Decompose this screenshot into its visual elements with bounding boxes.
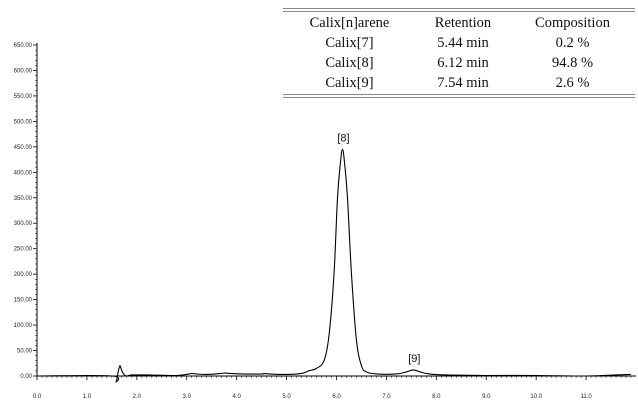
cell-composition: 0.2 % <box>555 34 590 51</box>
cell-composition: 2.6 % <box>510 73 635 98</box>
chart-series-layer <box>36 148 632 383</box>
y-tick-label: 0.00 <box>20 374 32 380</box>
y-tick-label: 550.00 <box>14 94 33 100</box>
y-tick-label: 600.00 <box>14 68 33 74</box>
y-tick-label: 500.00 <box>14 119 33 125</box>
cell-retention: 5.44 min <box>437 34 489 51</box>
y-tick-label: 250.00 <box>14 247 33 253</box>
header-retention: Retention <box>415 8 510 33</box>
x-tick-label: 10.0 <box>530 394 542 400</box>
x-tick-label: 5.0 <box>282 394 291 400</box>
peak-label: [9] <box>408 353 420 365</box>
cell-name: Calix[7] <box>325 34 374 51</box>
header-composition: Composition <box>510 8 635 33</box>
y-tick-label: 200.00 <box>14 272 33 278</box>
table-row: Calix[9] 7.54 min 2.6 % <box>283 73 635 98</box>
chart-annotation-layer: [8] [9] <box>337 132 420 364</box>
x-tick-label: 4.0 <box>232 394 241 400</box>
cell-name: Calix[9] <box>283 73 416 98</box>
y-tick-label: 100.00 <box>14 323 33 329</box>
y-tick-label: 450.00 <box>14 145 33 151</box>
x-tick-label: 8.0 <box>432 394 441 400</box>
cell-retention: 6.12 min <box>437 54 489 71</box>
y-tick-label: 400.00 <box>14 170 33 176</box>
y-tick-label: 350.00 <box>14 196 33 202</box>
x-tick-label: 7.0 <box>382 394 391 400</box>
x-tick-label: 3.0 <box>183 394 192 400</box>
cell-name: Calix[8] <box>325 54 374 71</box>
table-header-row: Calix[n]arene Retention Composition <box>283 8 635 33</box>
y-tick-label: 650.00 <box>14 43 33 49</box>
x-tick-label: 6.0 <box>332 394 341 400</box>
y-tick-label: 50.00 <box>17 349 33 355</box>
chart-axes: 0.00 50.00 100.00 150.00 200.00 250.00 300.00 3… <box>14 43 636 400</box>
composition-table: Calix[n]arene Retention Composition Cali… <box>283 8 635 98</box>
x-tick-label: 11.0 <box>580 394 592 400</box>
x-tick-label: 0.0 <box>33 394 42 400</box>
y-tick-label: 150.00 <box>14 298 33 304</box>
table-row: Calix[8] 6.12 min 94.8 % <box>283 53 635 73</box>
peak-label: [8] <box>337 132 349 144</box>
cell-retention: 7.54 min <box>415 73 510 98</box>
cell-composition: 94.8 % <box>551 54 594 71</box>
chromatogram-line-0 <box>36 148 632 383</box>
y-tick-label: 300.00 <box>14 221 33 227</box>
x-tick-label: 9.0 <box>482 394 491 400</box>
table-row: Calix[7] 5.44 min 0.2 % <box>283 33 635 53</box>
x-tick-label: 2.0 <box>133 394 142 400</box>
header-calixarene: Calix[n]arene <box>283 8 416 33</box>
x-tick-label: 1.0 <box>83 394 92 400</box>
